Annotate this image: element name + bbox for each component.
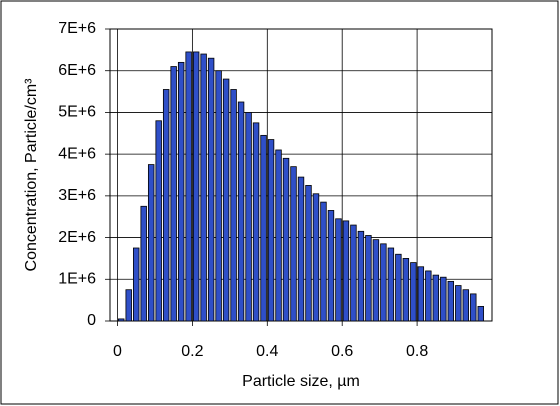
bar bbox=[133, 247, 140, 322]
bar bbox=[477, 305, 484, 322]
y-tick-label: 3E+6 bbox=[58, 187, 96, 204]
bar bbox=[432, 274, 440, 322]
x-tick-label: 0.4 bbox=[256, 343, 278, 360]
bar bbox=[260, 134, 267, 322]
bar bbox=[118, 318, 125, 322]
x-tick-label: 0.6 bbox=[331, 343, 353, 360]
bar bbox=[350, 224, 357, 322]
y-tick-label: 1E+6 bbox=[58, 271, 96, 288]
y-tick-label: 7E+6 bbox=[58, 20, 96, 37]
bar bbox=[342, 220, 350, 322]
bar bbox=[200, 53, 207, 322]
x-tick-label: 0.2 bbox=[181, 343, 203, 360]
bar bbox=[245, 112, 252, 322]
bar bbox=[207, 57, 215, 322]
bar bbox=[237, 101, 245, 322]
y-tick-label: 5E+6 bbox=[58, 104, 96, 121]
bar bbox=[312, 193, 320, 322]
bar bbox=[305, 185, 312, 322]
bar bbox=[440, 276, 447, 322]
bar bbox=[402, 258, 410, 322]
bar bbox=[215, 70, 222, 322]
bar bbox=[320, 201, 327, 322]
bar bbox=[365, 235, 372, 322]
bar bbox=[447, 280, 455, 322]
bar bbox=[185, 51, 192, 322]
bar bbox=[455, 285, 462, 322]
bar bbox=[192, 51, 200, 322]
bar bbox=[380, 243, 387, 322]
bar bbox=[335, 218, 342, 322]
x-axis-label: Particle size, µm bbox=[242, 373, 360, 390]
bar bbox=[297, 176, 305, 322]
bar bbox=[387, 247, 395, 322]
bar bbox=[140, 205, 147, 322]
bar bbox=[357, 230, 365, 322]
y-tick-label: 6E+6 bbox=[58, 62, 96, 79]
x-tick-label: 0.8 bbox=[406, 343, 428, 360]
bar bbox=[290, 166, 297, 322]
bar bbox=[425, 270, 432, 322]
bar bbox=[177, 61, 185, 322]
bar bbox=[417, 266, 425, 322]
bar bbox=[282, 157, 290, 322]
bar bbox=[252, 122, 260, 322]
bar bbox=[162, 89, 170, 322]
y-tick-label: 2E+6 bbox=[58, 229, 96, 246]
bar bbox=[410, 262, 417, 322]
bar bbox=[125, 289, 132, 322]
y-tick-label: 4E+6 bbox=[58, 145, 96, 162]
bar bbox=[267, 139, 275, 322]
bar bbox=[222, 78, 230, 322]
bar bbox=[275, 149, 282, 322]
bar bbox=[372, 239, 380, 322]
bar bbox=[395, 253, 402, 322]
y-tick-label: 0 bbox=[87, 312, 96, 329]
x-tick-label: 0 bbox=[113, 343, 122, 360]
bar bbox=[470, 293, 477, 322]
bar bbox=[230, 89, 237, 322]
bar bbox=[170, 66, 177, 322]
bar bbox=[147, 164, 155, 322]
bar bbox=[462, 289, 469, 322]
bar bbox=[327, 210, 335, 322]
y-axis-label: Concentration, Particle/cm³ bbox=[23, 78, 40, 272]
bar bbox=[155, 120, 162, 322]
